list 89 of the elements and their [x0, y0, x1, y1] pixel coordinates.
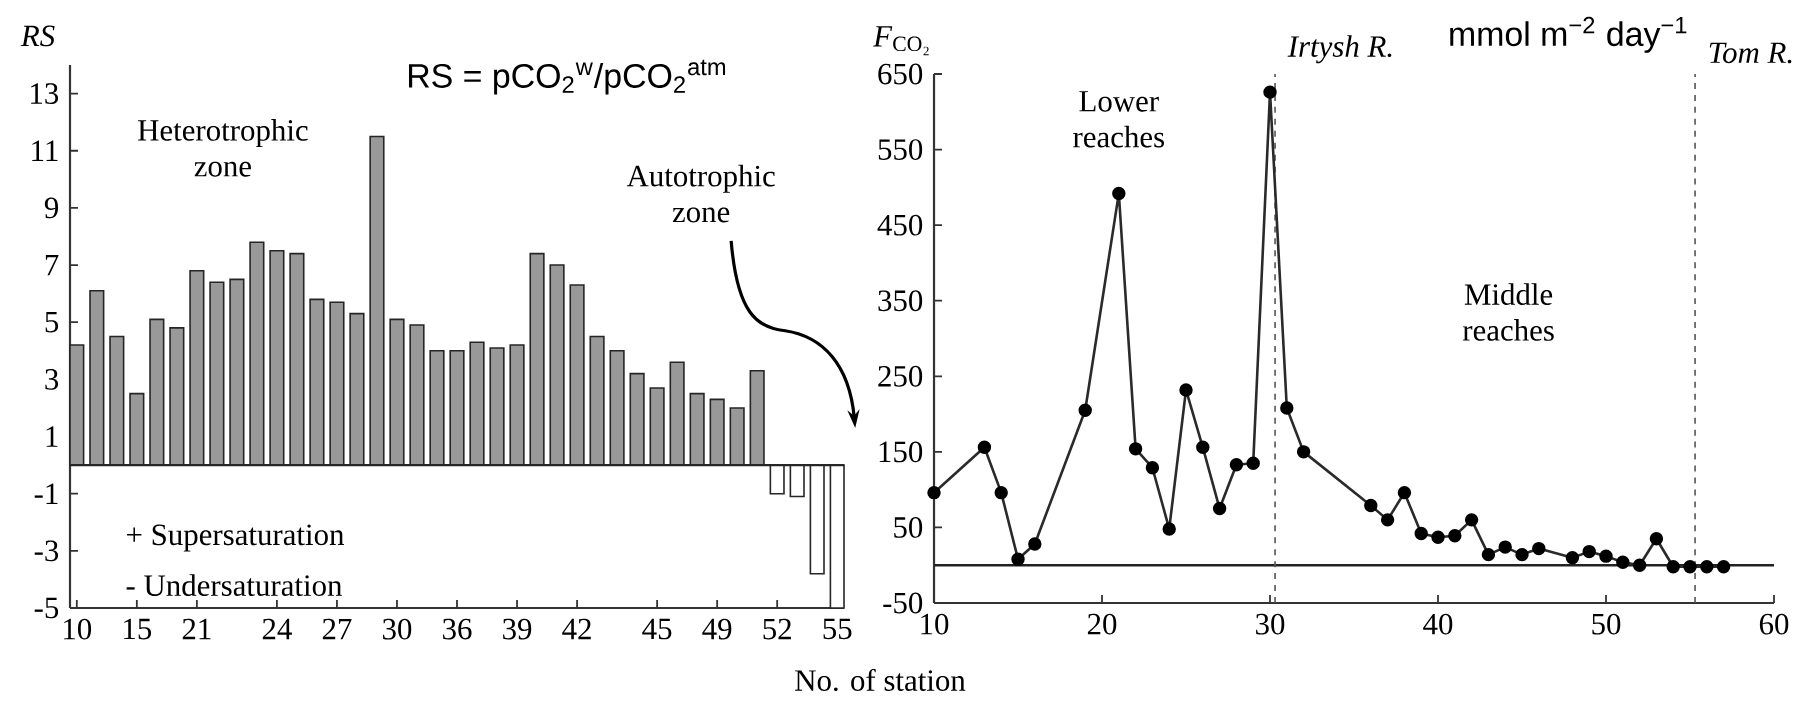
- point: [1028, 537, 1042, 551]
- point: [1179, 383, 1193, 397]
- point: [1649, 532, 1664, 546]
- chart-title: RS = pCO$_{2}$$^{w}$/pCO$_{2}$atm: [409, 59, 726, 95]
- point: [1666, 560, 1680, 574]
- ref-line-label: Irtysh R.: [1287, 35, 1392, 64]
- y-tick-label: 250: [878, 365, 923, 387]
- point: [1296, 445, 1311, 459]
- point: [1280, 401, 1294, 415]
- x-tick-label: 39: [503, 618, 532, 640]
- x-tick-label: 50: [1592, 613, 1621, 635]
- y-tick-label: 7: [45, 254, 59, 276]
- point: [1700, 560, 1714, 574]
- point: [1481, 547, 1496, 562]
- x-tick-label: 42: [562, 618, 591, 640]
- point: [1582, 544, 1596, 559]
- x-tick-label: 52: [763, 618, 791, 640]
- point: [1683, 560, 1697, 574]
- y-tick-label: 13: [31, 83, 59, 104]
- point: [1716, 560, 1731, 574]
- point: [1448, 529, 1462, 543]
- point: [1565, 550, 1580, 565]
- point: [1246, 456, 1260, 470]
- point: [994, 485, 1008, 500]
- point: [1196, 440, 1210, 455]
- annotation: + Supersaturation: [127, 524, 345, 552]
- point: [1212, 501, 1227, 516]
- x-tick-label: 36: [443, 618, 472, 640]
- x-tick-label: 45: [642, 618, 672, 640]
- x-axis-title: No. of station: [795, 668, 966, 692]
- point: [1011, 552, 1025, 566]
- annotation: - Undersaturation: [126, 574, 342, 597]
- x-tick-label: 21: [182, 618, 211, 640]
- annotation: Heterotrophic zone: [138, 119, 308, 177]
- point: [1380, 513, 1395, 527]
- y-tick-label: 5: [45, 311, 59, 333]
- y-tick-label: 150: [879, 441, 923, 463]
- y-tick-label: 9: [44, 197, 59, 219]
- y-tick-label: 650: [878, 63, 923, 85]
- point: [1515, 547, 1529, 562]
- point: [977, 440, 992, 455]
- x-tick-label: 60: [1759, 613, 1789, 635]
- point: [1414, 526, 1428, 541]
- point: [1364, 498, 1378, 513]
- y-axis-title: RS: [20, 25, 55, 47]
- point: [1128, 442, 1143, 456]
- y-tick-label: -3: [34, 540, 59, 562]
- point: [1599, 549, 1613, 563]
- annotation: Autotrophic zone: [626, 164, 775, 223]
- y-tick-label: 550: [878, 139, 923, 160]
- x-tick-label: 10: [921, 613, 949, 635]
- point: [1632, 558, 1647, 572]
- y-tick-label: -50: [883, 592, 923, 614]
- y-tick-label: -1: [34, 483, 58, 504]
- y-tick-label: 1: [46, 426, 58, 447]
- y-tick-label: 3: [45, 369, 59, 390]
- point: [1229, 458, 1244, 472]
- x-tick-label: 10: [64, 618, 92, 640]
- point: [1162, 522, 1176, 536]
- point: [1431, 530, 1445, 544]
- point: [1498, 540, 1512, 554]
- point: [1397, 485, 1412, 500]
- x-tick-label: 55: [823, 618, 852, 640]
- y-axis-title: F$_{CO₂}$: [873, 26, 929, 56]
- point: [1112, 186, 1126, 201]
- y-tick-label: 350: [878, 290, 923, 312]
- point: [1078, 403, 1092, 417]
- chart-title: mmol m$^{−2}$ day$^{−1}$: [1450, 16, 1687, 53]
- x-tick-label: 40: [1423, 613, 1453, 635]
- point: [1616, 555, 1630, 569]
- annotation: Lower reaches: [1073, 91, 1165, 148]
- point: [1263, 85, 1277, 99]
- x-tick-label: 20: [1087, 613, 1117, 635]
- x-tick-label: 27: [322, 618, 352, 640]
- annotation: Middle reaches: [1462, 283, 1554, 341]
- x-tick-label: 49: [702, 618, 732, 640]
- point: [1532, 541, 1546, 556]
- y-tick-label: 450: [877, 214, 923, 236]
- point: [1145, 461, 1160, 475]
- x-tick-label: 30: [383, 618, 412, 640]
- y-tick-label: -5: [34, 597, 59, 619]
- x-tick-label: 24: [262, 618, 292, 640]
- x-tick-label: 15: [124, 618, 152, 640]
- ref-line-label: Tom R.: [1709, 42, 1792, 64]
- point: [1464, 513, 1479, 527]
- y-tick-label: 50: [894, 517, 923, 538]
- y-tick-label: 11: [32, 140, 58, 161]
- point: [927, 485, 941, 500]
- x-tick-label: 30: [1256, 613, 1285, 635]
